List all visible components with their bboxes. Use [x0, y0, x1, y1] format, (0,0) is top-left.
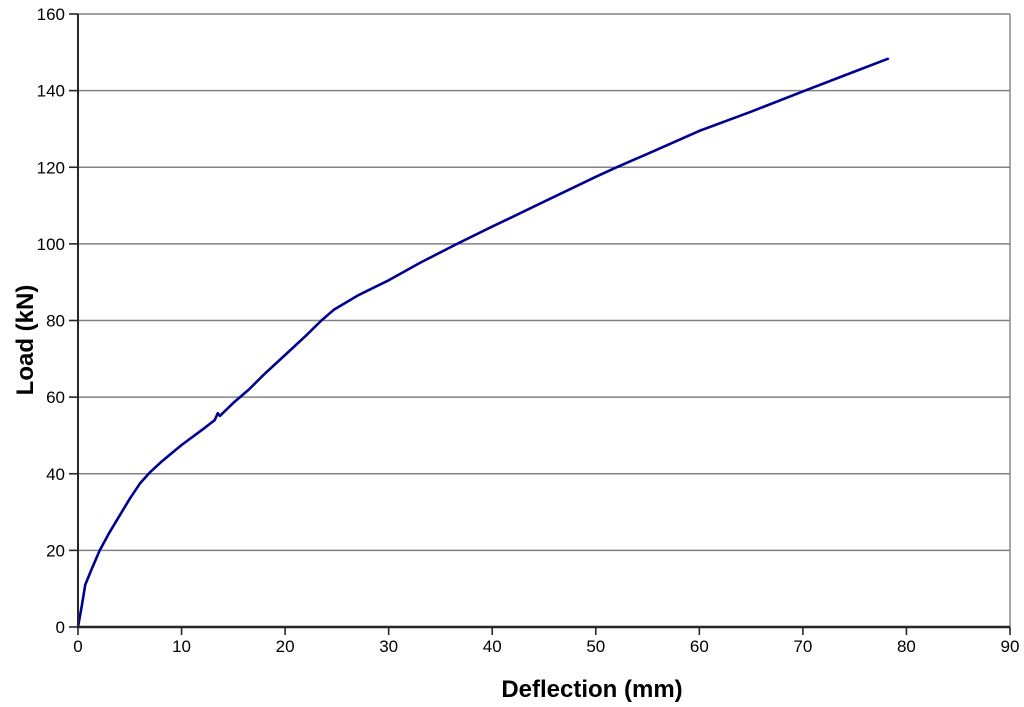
tick-labels: 0 10 20 30 40 50 60 70 80 90 0 20 40 60 80 100 120 140 160: [37, 5, 1020, 656]
y-tick-label-100: 100: [37, 235, 65, 254]
y-tick-label-0: 0: [56, 618, 65, 637]
x-tick-label-40: 40: [483, 637, 502, 656]
x-tick-label-30: 30: [379, 637, 398, 656]
y-tick-label-60: 60: [46, 388, 65, 407]
x-tick-label-20: 20: [276, 637, 295, 656]
y-tick-label-80: 80: [46, 312, 65, 331]
x-tick-label-70: 70: [793, 637, 812, 656]
load-deflection-line: [76, 57, 890, 629]
y-tick-label-160: 160: [37, 5, 65, 24]
y-tick-label-140: 140: [37, 82, 65, 101]
axis-lines: [77, 14, 1010, 629]
y-tick-label-120: 120: [37, 158, 65, 177]
x-tick-label-80: 80: [897, 637, 916, 656]
y-tick-label-40: 40: [46, 465, 65, 484]
x-tick-label-60: 60: [690, 637, 709, 656]
x-tick-label-50: 50: [586, 637, 605, 656]
y-axis-title: Load (kN): [12, 285, 39, 396]
x-tick-label-10: 10: [172, 637, 191, 656]
data-series: [76, 57, 890, 629]
x-tick-label-90: 90: [1001, 637, 1020, 656]
y-tick-label-20: 20: [46, 541, 65, 560]
gridlines: [78, 13, 1010, 552]
axis-ticks: [69, 13, 1011, 635]
x-axis-title: Deflection (mm): [501, 676, 682, 703]
x-tick-label-0: 0: [73, 637, 82, 656]
